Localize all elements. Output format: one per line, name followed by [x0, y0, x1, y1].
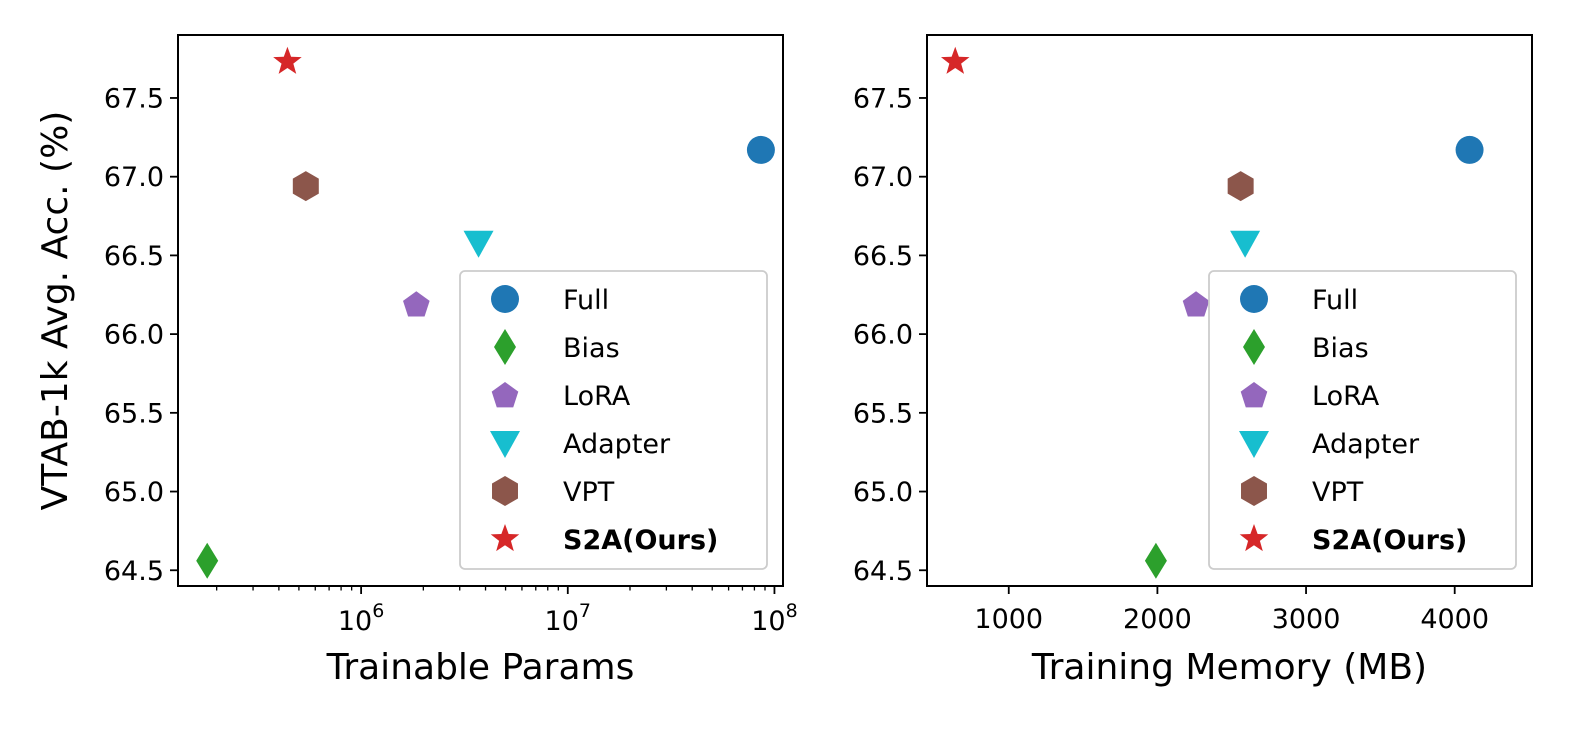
x-axis-label: Training Memory (MB): [1031, 647, 1427, 688]
legend-label: Adapter: [1312, 429, 1420, 460]
legend-marker-pentagon: [1240, 382, 1268, 408]
y-tick-label: 67.5: [104, 83, 164, 114]
data-point-lora: [1182, 291, 1210, 317]
x-tick-label: 106: [338, 600, 384, 637]
legend-label: VPT: [563, 477, 615, 508]
legend-marker-star: [1239, 524, 1269, 552]
legend-label: LoRA: [1312, 381, 1380, 412]
y-tick-label: 67.0: [104, 162, 164, 193]
legend-label: S2A(Ours): [1312, 525, 1467, 556]
legend-label: Full: [563, 285, 609, 316]
legend-label: LoRA: [563, 381, 631, 412]
data-point-s2a-ours: [940, 46, 970, 74]
x-tick-label: 108: [751, 600, 797, 637]
y-tick-label: 67.5: [853, 83, 913, 114]
legend-label: Bias: [1312, 333, 1369, 364]
y-tick-label: 66.5: [104, 241, 164, 272]
legend-marker-star: [490, 524, 520, 552]
legend-label: S2A(Ours): [563, 525, 718, 556]
x-tick-exponent: 7: [579, 600, 591, 622]
legend-marker-circle: [491, 285, 519, 313]
data-point-bias: [196, 542, 219, 579]
chart-panel-2: 64.5 65.0 65.5 66.0 66.5 67.0 67.5 1000 2000 3000…: [853, 34, 1533, 688]
legend-label: Adapter: [563, 429, 671, 460]
x-tick-label: 107: [545, 600, 591, 637]
legend-label: VPT: [1312, 477, 1364, 508]
y-tick-label: 65.5: [853, 398, 913, 429]
y-tick-label: 66.0: [853, 320, 913, 351]
data-point-full: [746, 135, 775, 164]
y-tick-label: 66.0: [104, 320, 164, 351]
data-point-bias: [1144, 542, 1167, 579]
x-tick-base: 10: [545, 606, 579, 637]
legend-marker-hexagon: [492, 476, 518, 506]
plot-frame: [177, 34, 784, 587]
x-tick-label: 3000: [1272, 604, 1341, 635]
y-tick-label: 64.5: [853, 556, 913, 587]
x-tick-base: 10: [338, 606, 372, 637]
legend-label: Full: [1312, 285, 1358, 316]
x-tick-label: 4000: [1420, 604, 1489, 635]
legend-marker-diamond: [494, 329, 516, 365]
y-axis-label: VTAB-1k Avg. Acc. (%): [35, 111, 76, 511]
legend-box: [1208, 270, 1517, 570]
data-point-vpt: [1227, 171, 1254, 202]
x-axis-label: Trainable Params: [326, 647, 635, 688]
legend-marker-triangle-down: [490, 431, 520, 458]
legend-marker-hexagon: [1241, 476, 1267, 506]
legend-marker-pentagon: [491, 382, 519, 408]
x-tick-exponent: 6: [372, 600, 384, 622]
legend-box: [459, 270, 768, 570]
x-tick-exponent: 8: [786, 600, 798, 622]
y-tick-label: 64.5: [104, 556, 164, 587]
legend-marker-diamond: [1243, 329, 1265, 365]
data-point-adapter: [463, 230, 494, 258]
y-tick-label: 66.5: [853, 241, 913, 272]
x-tick-label: 1000: [974, 604, 1043, 635]
y-tick-label: 65.0: [853, 477, 913, 508]
data-point-full: [1455, 135, 1484, 164]
y-tick-label: 65.5: [104, 398, 164, 429]
legend-label: Bias: [563, 333, 620, 364]
data-point-vpt: [292, 171, 319, 202]
data-point-s2a-ours: [273, 46, 302, 74]
y-tick-label: 65.0: [104, 477, 164, 508]
data-point-lora: [403, 291, 430, 317]
y-tick-label: 67.0: [853, 162, 913, 193]
data-point-adapter: [1230, 230, 1261, 258]
x-tick-label: 2000: [1123, 604, 1192, 635]
x-tick-base: 10: [751, 606, 785, 637]
legend-marker-triangle-down: [1239, 431, 1269, 458]
plot-frame: [926, 34, 1533, 587]
legend-marker-circle: [1240, 285, 1268, 313]
